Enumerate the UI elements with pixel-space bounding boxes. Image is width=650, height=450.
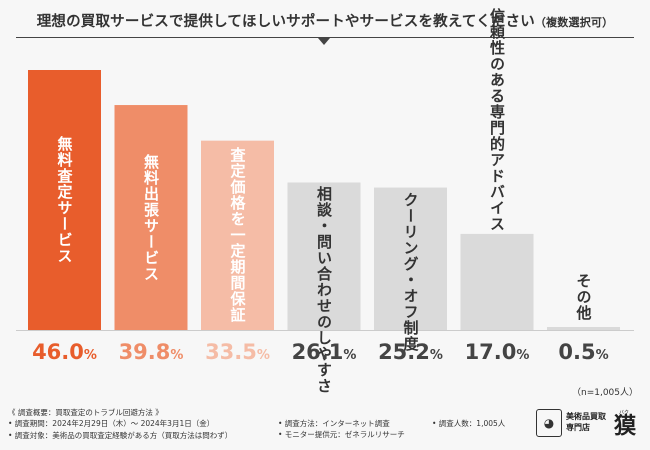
bar-5 — [374, 187, 447, 330]
survey-target: • 調査対象：美術品の買取査定経験がある方（買取方法は問わず） — [8, 430, 233, 440]
survey-notes-left: 《 調査概要：買取査定のトラブル回避方法 》 • 調査期間：2024年2月29日… — [8, 407, 232, 441]
baku-mascot-icon: ◕ — [536, 409, 562, 437]
bar-3 — [201, 140, 274, 330]
value-label-2: 39.8% — [118, 340, 184, 364]
logo-ruby: バク — [619, 410, 630, 416]
bar-7 — [547, 327, 620, 330]
chart-title-main: 理想の買取サービスで提供してほしいサポートやサービスを教えてください — [36, 14, 535, 30]
sample-size: （n=1,005人） — [571, 388, 638, 398]
value-label-7: 0.5% — [558, 340, 609, 364]
bar-6 — [460, 233, 534, 330]
chart-title: 理想の買取サービスで提供してほしいサポートやサービスを教えてください（複数選択可… — [0, 10, 650, 31]
chart-title-sub: （複数選択可） — [534, 16, 614, 29]
bar-4 — [287, 182, 361, 330]
title-down-arrow-icon — [318, 38, 330, 45]
category-label-3: 査定価格を一定期間保証 — [228, 147, 247, 324]
bar-2 — [114, 105, 188, 330]
title-divider — [16, 37, 634, 38]
survey-heading: 《 調査概要：買取査定のトラブル回避方法 》 — [8, 408, 163, 417]
category-label-5: クーリング・オフ制度 — [401, 191, 420, 352]
category-label-4: 相談・問い合わせのしやすさ — [315, 186, 333, 395]
logo-line1: 美術品買取 — [566, 412, 606, 421]
value-label-5: 25.2% — [378, 340, 443, 364]
category-label-1: 無料査定サービス — [55, 136, 74, 264]
value-label-6: 17.0% — [464, 340, 530, 364]
bar-1 — [28, 70, 101, 330]
value-label-3: 33.5% — [205, 340, 270, 364]
survey-provider: • モニター提供元：ゼネラルリサーチ — [278, 430, 405, 440]
survey-notes-middle: • 調査方法：インターネット調査 • モニター提供元：ゼネラルリサーチ — [278, 418, 405, 441]
value-label-1: 46.0% — [32, 340, 97, 364]
category-label-6: 信頼性のある専門的アドバイス — [488, 7, 506, 232]
category-label-2: 無料出張サービス — [142, 153, 160, 282]
survey-method: • 調査方法：インターネット調査 — [278, 419, 390, 428]
survey-period: • 調査期間：2024年2月29日（木）～ 2024年3月1日（金） — [8, 419, 215, 429]
logo-text: 美術品買取 専門店 — [566, 412, 614, 434]
logo-line2: 専門店 — [566, 422, 590, 432]
survey-notes-right: • 調査人数：1,005人 — [432, 418, 505, 429]
survey-count: • 調査人数：1,005人 — [432, 419, 506, 428]
value-label-4: 26.1% — [291, 340, 357, 364]
category-label-7: その他 — [574, 273, 593, 321]
logo-kanji: 獏 — [614, 414, 637, 439]
